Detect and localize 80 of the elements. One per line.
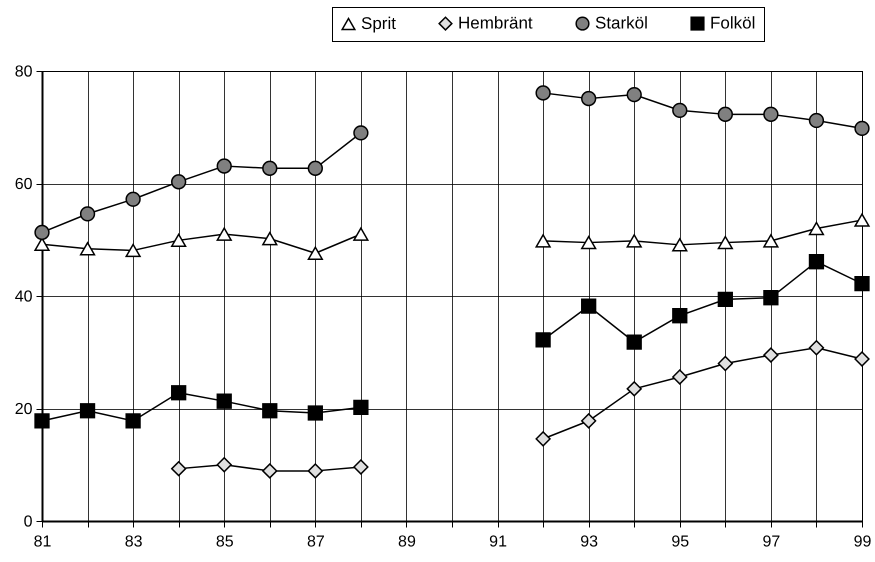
point	[80, 403, 96, 418]
y-tick-label: 80	[14, 64, 33, 80]
x-tick-label: 81	[34, 534, 52, 550]
point	[34, 413, 50, 429]
point	[353, 400, 369, 416]
point	[672, 308, 688, 324]
x-tick-label: 85	[216, 534, 234, 550]
point	[763, 106, 779, 122]
point	[171, 234, 186, 248]
point	[262, 160, 278, 176]
point	[626, 234, 642, 248]
point	[125, 192, 141, 207]
point	[125, 413, 141, 429]
point	[262, 403, 278, 418]
point	[763, 290, 779, 306]
point	[581, 413, 596, 429]
point	[171, 174, 186, 190]
point	[535, 332, 551, 348]
point	[718, 236, 733, 250]
y-tick-label: 40	[14, 288, 33, 306]
point	[626, 86, 642, 102]
legend-label: Sprit	[361, 14, 396, 34]
point	[854, 351, 870, 367]
point	[535, 234, 551, 248]
point	[854, 276, 870, 292]
point	[718, 292, 733, 308]
point	[34, 224, 50, 240]
point	[535, 431, 551, 447]
point	[808, 340, 824, 356]
legend-label: Hembränt	[458, 14, 533, 33]
point	[672, 102, 688, 118]
point	[308, 246, 323, 260]
x-tick-label: 89	[398, 534, 416, 550]
point	[808, 254, 824, 270]
point	[80, 242, 96, 256]
point	[626, 381, 642, 396]
x-tick-label: 95	[671, 534, 690, 550]
point	[808, 112, 824, 128]
point	[171, 461, 186, 476]
x-tick-label: 91	[489, 534, 508, 550]
x-tick-label: 83	[124, 534, 143, 550]
point	[216, 457, 232, 472]
point	[535, 85, 551, 101]
point	[672, 369, 688, 385]
point	[353, 459, 369, 475]
point	[80, 206, 96, 222]
point	[626, 334, 642, 350]
point	[581, 90, 596, 106]
point	[763, 347, 779, 363]
x-tick-label: 99	[854, 534, 872, 550]
x-tick-label: 93	[580, 534, 598, 550]
legend-label: Folköl	[710, 14, 756, 33]
y-tick-label: 60	[14, 176, 33, 193]
point	[308, 463, 323, 479]
point	[581, 236, 596, 250]
point	[216, 158, 232, 174]
point	[718, 106, 733, 122]
point	[308, 160, 323, 176]
legend-label: Starköl	[595, 14, 648, 33]
point	[353, 125, 369, 141]
point	[34, 238, 50, 251]
point	[262, 232, 278, 246]
point	[854, 120, 870, 136]
point	[808, 222, 824, 236]
point	[672, 238, 688, 252]
y-tick-label: 20	[14, 401, 33, 418]
point	[171, 385, 186, 400]
point	[216, 227, 232, 241]
x-tick-label: 87	[306, 534, 325, 550]
point	[763, 234, 779, 248]
point	[216, 394, 232, 409]
point	[353, 227, 369, 241]
point	[308, 405, 323, 421]
point	[262, 463, 278, 479]
point	[854, 213, 870, 227]
x-tick-label: 97	[762, 534, 780, 550]
point	[125, 244, 141, 258]
point	[718, 356, 733, 372]
point	[581, 298, 596, 314]
y-tick-label: 0	[24, 514, 33, 530]
